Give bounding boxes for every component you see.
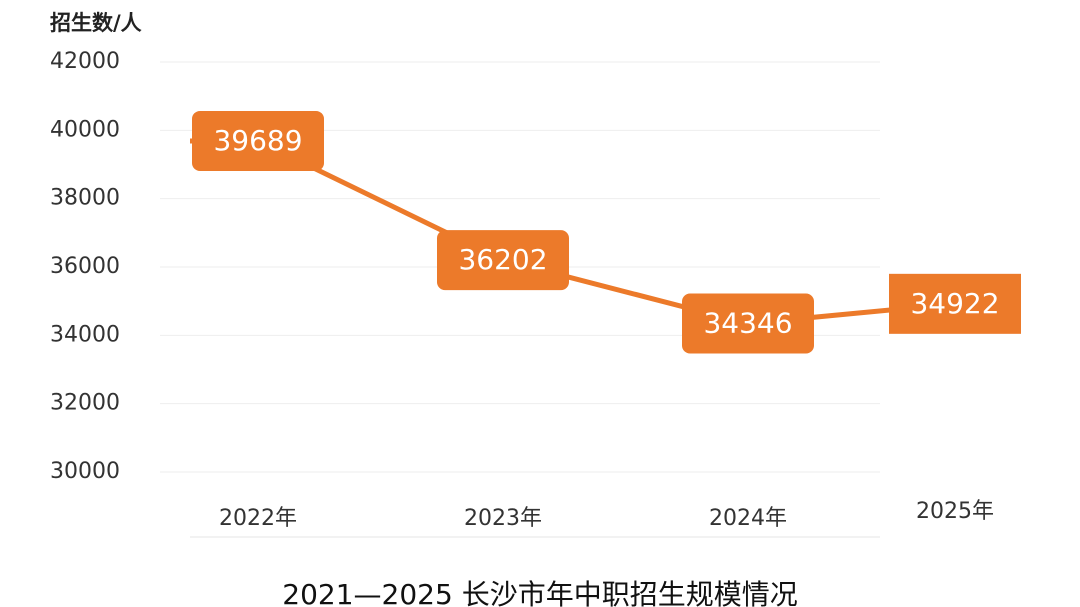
- data-label-box: [889, 273, 1021, 334]
- y-tick-label: 30000: [50, 459, 120, 484]
- y-tick-label: 34000: [50, 322, 120, 347]
- data-label-box: [682, 293, 814, 354]
- y-tick-label: 36000: [50, 254, 120, 279]
- x-tick-label: 2022年: [219, 506, 297, 531]
- x-tick-label: 2025年: [916, 499, 994, 524]
- y-tick-label: 32000: [50, 391, 120, 416]
- y-tick-label: 38000: [50, 186, 120, 211]
- data-label: 39689: [213, 124, 302, 157]
- data-label: 34346: [703, 307, 792, 340]
- data-label-box: [192, 110, 324, 171]
- data-label: 36202: [458, 243, 547, 276]
- x-tick-label: 2023年: [464, 506, 542, 531]
- data-label: 34922: [910, 287, 999, 320]
- y-tick-label: 42000: [50, 49, 120, 74]
- x-tick-label: 2024年: [709, 506, 787, 531]
- y-tick-label: 40000: [50, 117, 120, 142]
- data-label-box: [437, 230, 569, 291]
- y-axis-label: 招生数/人: [50, 11, 142, 35]
- chart-title: 2021—2025 长沙市年中职招生规模情况: [282, 578, 797, 607]
